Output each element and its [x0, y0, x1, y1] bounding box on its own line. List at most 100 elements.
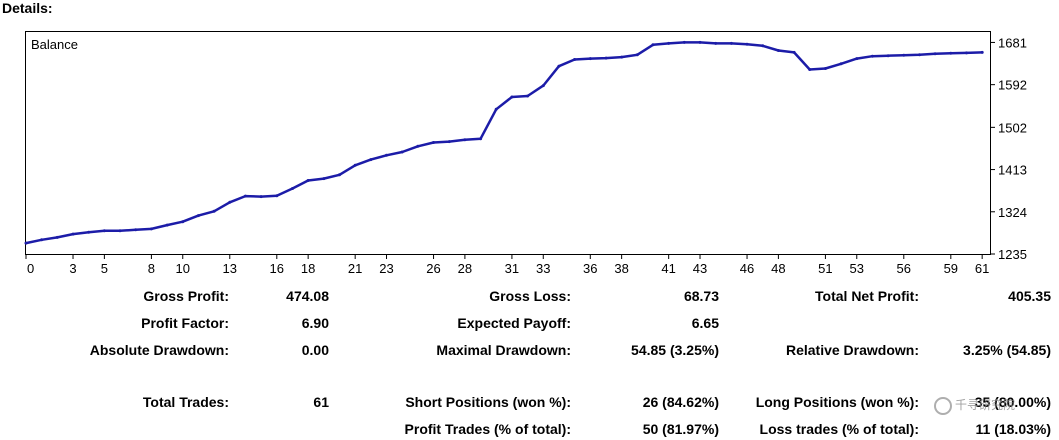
- profit-trades-label: Profit Trades (% of total):: [404, 421, 571, 437]
- gross-loss-label: Gross Loss:: [489, 288, 571, 304]
- gross-loss-value: 68.73: [683, 288, 719, 304]
- x-tick-label: 59: [944, 261, 958, 276]
- x-tick-label: 26: [426, 261, 440, 276]
- x-tick-label: 28: [458, 261, 472, 276]
- x-tick-label: 43: [693, 261, 707, 276]
- loss-trades-value: 11 (18.03%): [975, 421, 1052, 437]
- y-tick-label: 1592: [998, 78, 1027, 93]
- absolute-drawdown-label: Absolute Drawdown:: [89, 342, 229, 358]
- balance-point: [353, 163, 357, 167]
- relative-drawdown-label: Relative Drawdown:: [785, 342, 919, 358]
- expected-payoff-label: Expected Payoff:: [457, 315, 571, 331]
- balance-point: [526, 94, 530, 98]
- balance-point: [322, 177, 326, 181]
- x-tick-label: 36: [583, 261, 597, 276]
- balance-point: [385, 153, 388, 157]
- balance-point: [698, 40, 702, 44]
- y-axis: 1681 1592 1502 1413 1324 1235: [990, 35, 1027, 262]
- expected-payoff-value: 6.65: [691, 315, 719, 331]
- x-tick-label: 41: [661, 261, 675, 276]
- total-net-profit-label: Total Net Profit:: [815, 288, 919, 304]
- short-positions-label: Short Positions (won %):: [405, 394, 571, 410]
- balance-point: [792, 50, 796, 54]
- balance-point: [494, 107, 498, 111]
- x-tick-label: 38: [614, 261, 628, 276]
- x-tick-label: 13: [223, 261, 237, 276]
- watermark-logo-icon: [934, 396, 952, 415]
- balance-point: [212, 209, 216, 213]
- balance-point: [839, 62, 843, 66]
- x-tick-label: 18: [301, 261, 315, 276]
- balance-point: [761, 44, 765, 48]
- plot-frame: [25, 31, 991, 255]
- balance-point: [400, 150, 404, 154]
- balance-point: [102, 229, 106, 233]
- balance-point: [682, 40, 686, 44]
- balance-point: [479, 137, 483, 141]
- balance-point: [463, 138, 467, 142]
- balance-point: [573, 58, 577, 61]
- balance-point: [259, 195, 263, 199]
- balance-point: [541, 84, 545, 88]
- total-trades-label: Total Trades:: [142, 394, 229, 410]
- gross-profit-value: 474.08: [286, 288, 329, 304]
- profit-trades-value: 50 (81.97%): [642, 421, 719, 437]
- balance-point: [980, 50, 984, 54]
- balance-point: [823, 67, 827, 70]
- x-tick-label: 53: [850, 261, 864, 276]
- relative-drawdown-value: 3.25% (54.85): [963, 342, 1051, 358]
- balance-point: [933, 52, 937, 56]
- balance-point: [776, 49, 780, 52]
- balance-point: [965, 51, 968, 55]
- x-tick-label: 8: [148, 261, 155, 276]
- balance-point: [24, 241, 28, 245]
- balance-point: [55, 235, 59, 239]
- balance-point: [808, 68, 812, 71]
- total-net-profit-value: 405.35: [1008, 288, 1051, 304]
- balance-point: [432, 141, 435, 144]
- x-tick-label: 51: [818, 261, 832, 276]
- balance-point: [275, 194, 279, 198]
- y-tick-label: 1324: [998, 205, 1027, 220]
- watermark: 千寻研究院: [934, 396, 1015, 415]
- balance-point: [291, 187, 294, 190]
- balance-point: [745, 42, 749, 46]
- short-positions-value: 26 (84.62%): [642, 394, 719, 410]
- balance-point: [87, 230, 91, 234]
- balance-point: [228, 200, 232, 204]
- balance-point: [149, 227, 153, 231]
- balance-point: [588, 57, 592, 61]
- balance-point: [134, 228, 138, 232]
- x-tick-label: 16: [270, 261, 284, 276]
- x-tick-label: 0: [27, 261, 34, 276]
- balance-point: [855, 57, 859, 61]
- balance-series-line: [25, 41, 983, 245]
- x-axis: 0 3 5 8 10 13 16 18 21 23 26 28 31 33 36 38 41 43 46 48 51 53…: [25, 254, 989, 276]
- details-heading: Details:: [2, 0, 53, 16]
- x-tick-label: 31: [505, 261, 519, 276]
- profit-factor-value: 6.90: [301, 315, 329, 331]
- absolute-drawdown-value: 0.00: [301, 342, 329, 358]
- x-tick-label: 5: [101, 261, 108, 276]
- long-positions-value: 35 (80.00%): [974, 394, 1051, 410]
- balance-point: [306, 179, 310, 182]
- y-tick-label: 1413: [998, 163, 1027, 178]
- balance-point: [447, 140, 451, 144]
- balance-point: [510, 95, 514, 99]
- profit-factor-label: Profit Factor:: [141, 315, 229, 331]
- x-tick-label: 46: [740, 261, 754, 276]
- x-tick-label: 48: [771, 261, 785, 276]
- balance-point: [71, 232, 75, 236]
- balance-point: [714, 41, 718, 45]
- total-trades-value: 61: [313, 394, 329, 410]
- x-tick-label: 3: [69, 261, 76, 276]
- balance-chart: Balance 1681 1592 1502 1413 1324 1235 0 3 5 8 10 1…: [24, 31, 1027, 276]
- maximal-drawdown-label: Maximal Drawdown:: [436, 342, 571, 358]
- maximal-drawdown-value: 54.85 (3.25%): [631, 342, 719, 358]
- y-tick-label: 1502: [998, 120, 1027, 135]
- loss-trades-label: Loss trades (% of total):: [759, 421, 919, 437]
- x-tick-label: 33: [536, 261, 550, 276]
- long-positions-label: Long Positions (won %):: [755, 394, 919, 410]
- balance-point: [416, 144, 420, 148]
- balance-point: [604, 56, 608, 60]
